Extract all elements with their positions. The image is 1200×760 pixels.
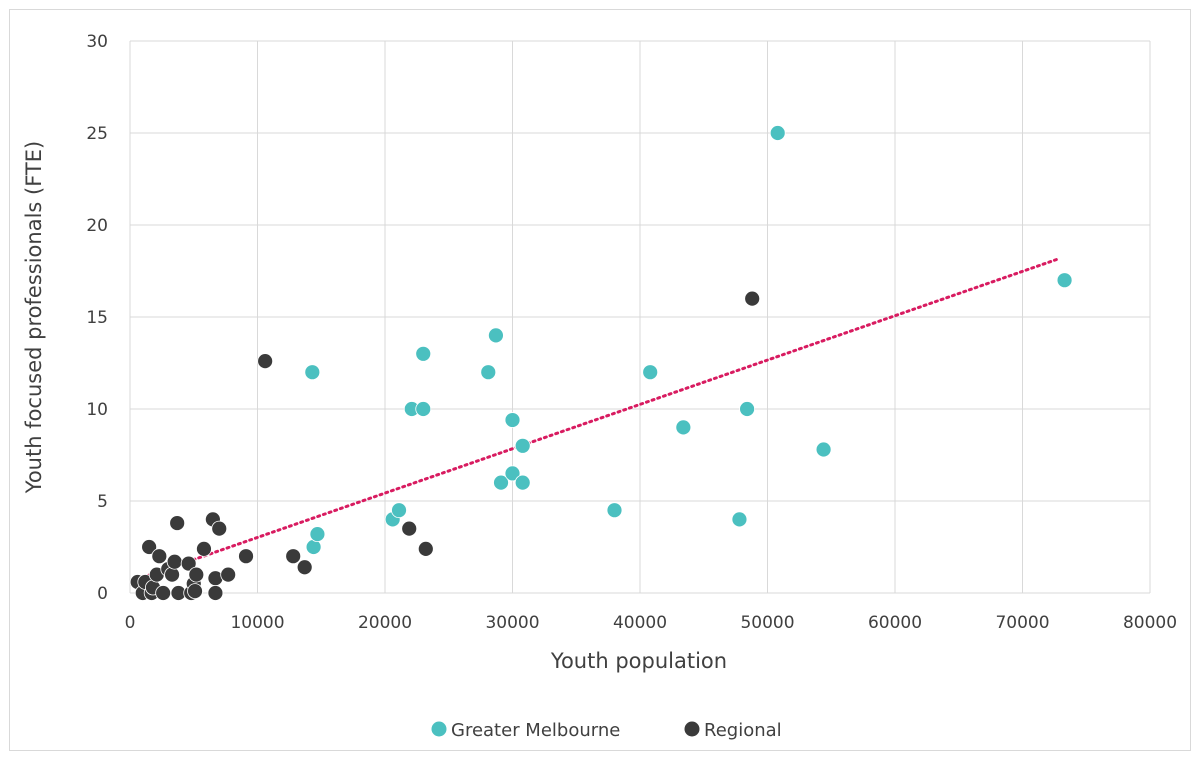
- y-tick-label: 30: [86, 32, 108, 52]
- y-tick-label: 25: [86, 124, 108, 144]
- point-regional: [166, 553, 183, 570]
- trendline-group: [134, 257, 1060, 582]
- point-greater-melbourne: [309, 526, 326, 543]
- point-greater-melbourne: [488, 327, 504, 344]
- point-regional: [155, 585, 172, 601]
- point-greater-melbourne: [739, 401, 755, 417]
- point-greater-melbourne: [514, 437, 531, 454]
- x-tick-label: 50000: [740, 613, 794, 633]
- y-tick-labels: 0 5 10 15 20 25 30: [86, 32, 108, 604]
- point-regional: [164, 566, 180, 583]
- point-greater-melbourne: [514, 474, 531, 491]
- point-greater-melbourne: [769, 125, 786, 141]
- x-tick-label: 40000: [613, 613, 667, 633]
- point-regional: [744, 290, 761, 307]
- point-regional: [151, 548, 168, 565]
- point-regional: [169, 515, 186, 531]
- point-regional: [187, 583, 203, 600]
- x-tick-label: 20000: [358, 613, 412, 633]
- legend-marker-greater-melbourne: [431, 721, 447, 737]
- point-greater-melbourne: [415, 401, 432, 417]
- point-greater-melbourne: [504, 412, 521, 428]
- point-greater-melbourne: [415, 345, 432, 362]
- y-tick-label: 5: [97, 492, 108, 512]
- point-greater-melbourne: [391, 502, 407, 519]
- point-regional: [296, 559, 313, 576]
- x-tick-labels: 0 10000 20000 30000 40000 50000 60000 70000 8000…: [125, 613, 1177, 633]
- x-tick-label: 0: [125, 613, 136, 633]
- point-regional: [211, 520, 228, 537]
- grid-lines: [129, 40, 1151, 594]
- y-tick-label: 15: [86, 308, 108, 328]
- point-regional: [220, 566, 237, 583]
- y-tick-label: 20: [86, 216, 108, 236]
- point-regional: [188, 566, 205, 583]
- y-axis-title: Youth focused professionals (FTE): [22, 141, 46, 494]
- legend-marker-regional: [684, 721, 700, 737]
- point-greater-melbourne: [1056, 272, 1073, 289]
- y-tick-label: 10: [86, 400, 108, 420]
- point-greater-melbourne: [480, 364, 497, 381]
- point-greater-melbourne: [493, 474, 509, 491]
- point-greater-melbourne: [504, 465, 521, 482]
- point-regional: [401, 520, 418, 537]
- point-regional: [180, 555, 197, 572]
- legend-label-greater-melbourne: Greater Melbourne: [451, 720, 620, 741]
- x-tick-label: 60000: [868, 613, 922, 633]
- point-greater-melbourne: [731, 511, 748, 528]
- point-regional: [196, 540, 212, 557]
- x-tick-label: 10000: [230, 613, 284, 633]
- x-tick-label: 70000: [995, 613, 1049, 633]
- legend-label-regional: Regional: [704, 720, 782, 741]
- y-tick-label: 0: [97, 584, 108, 604]
- point-regional: [141, 539, 158, 555]
- point-greater-melbourne: [642, 364, 659, 381]
- linear-trendline: [134, 257, 1060, 582]
- point-regional: [285, 548, 302, 565]
- x-tick-label: 30000: [485, 613, 539, 633]
- x-tick-label: 80000: [1123, 613, 1177, 633]
- point-greater-melbourne: [304, 364, 321, 381]
- point-regional: [417, 540, 434, 557]
- point-greater-melbourne: [815, 441, 832, 458]
- point-greater-melbourne: [606, 502, 623, 519]
- legend: Greater Melbourne Regional: [431, 720, 782, 741]
- point-greater-melbourne: [675, 419, 692, 436]
- point-regional: [257, 353, 274, 370]
- point-regional: [238, 548, 254, 565]
- data-points: [129, 125, 1073, 601]
- point-regional: [207, 585, 224, 601]
- x-axis-title: Youth population: [550, 649, 727, 673]
